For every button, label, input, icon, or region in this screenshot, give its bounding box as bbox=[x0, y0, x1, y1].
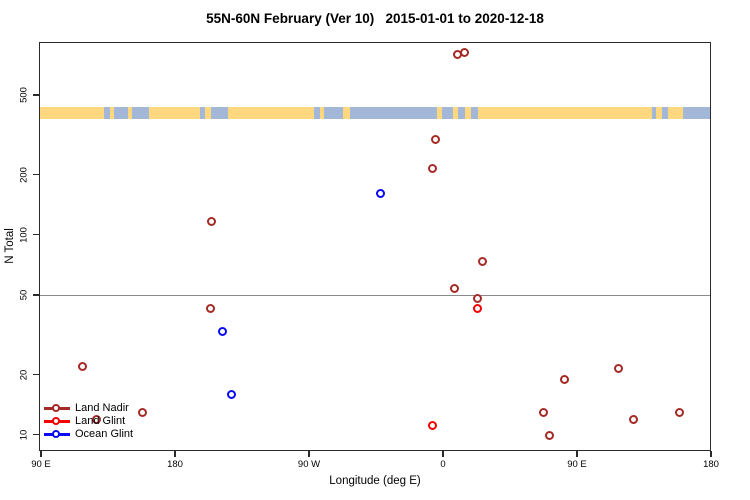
legend-marker-icon bbox=[52, 430, 60, 438]
x-axis-tick bbox=[710, 451, 712, 457]
map-strip-land-segment bbox=[437, 107, 442, 119]
y-axis-tick bbox=[33, 434, 39, 436]
data-point-land-nadir bbox=[478, 256, 488, 266]
data-point-land-nadir bbox=[544, 430, 554, 440]
map-strip-land-segment bbox=[464, 107, 471, 119]
legend-label: Ocean Glint bbox=[75, 428, 134, 440]
y-axis-tick-label: 100 bbox=[18, 226, 30, 243]
y-axis-tick bbox=[33, 234, 39, 236]
legend-item-land-glint: Land Glint bbox=[44, 415, 194, 428]
land-ocean-map-strip bbox=[40, 107, 710, 119]
data-point-land-glint bbox=[428, 420, 438, 430]
x-axis-tick bbox=[174, 451, 176, 457]
x-axis-tick-label: 180 bbox=[167, 459, 183, 470]
legend-label: Land Glint bbox=[75, 415, 126, 427]
data-point-land-nadir bbox=[205, 304, 215, 313]
data-point-land-nadir bbox=[91, 414, 101, 424]
data-point-ocean-glint bbox=[375, 188, 385, 198]
legend-item-land-nadir: Land Nadir bbox=[44, 402, 194, 415]
y-axis-tick bbox=[33, 94, 39, 96]
map-strip-land-segment bbox=[205, 107, 211, 119]
reference-line-50 bbox=[40, 295, 710, 296]
data-point-land-nadir bbox=[427, 164, 437, 174]
map-strip-land-segment bbox=[668, 107, 684, 119]
data-point-land-glint bbox=[473, 304, 483, 313]
data-point-land-nadir bbox=[138, 407, 148, 417]
legend-marker-icon bbox=[52, 404, 60, 412]
data-point-land-nadir bbox=[431, 135, 441, 145]
map-strip-land-segment bbox=[40, 107, 105, 119]
data-point-land-nadir bbox=[77, 362, 87, 372]
y-axis-label: N Total bbox=[4, 228, 16, 264]
legend-item-ocean-glint: Ocean Glint bbox=[44, 428, 194, 441]
x-axis-tick bbox=[576, 451, 578, 457]
legend: Land Nadir Land Glint Ocean Glint bbox=[44, 402, 194, 441]
x-axis-tick-label: 90 W bbox=[297, 459, 321, 470]
y-axis-tick bbox=[33, 294, 39, 296]
data-point-land-nadir bbox=[538, 407, 548, 417]
data-point-land-nadir bbox=[629, 414, 639, 424]
data-point-ocean-glint bbox=[226, 389, 236, 399]
legend-label: Land Nadir bbox=[75, 402, 129, 414]
plot-area bbox=[39, 42, 711, 451]
y-axis-tick-label: 20 bbox=[18, 369, 30, 380]
x-axis-tick-label: 0 bbox=[440, 459, 446, 470]
map-strip-land-segment bbox=[320, 107, 325, 119]
map-strip-land-segment bbox=[227, 107, 315, 119]
data-point-ocean-glint bbox=[217, 326, 227, 336]
x-axis-tick bbox=[40, 451, 42, 457]
x-axis-tick bbox=[308, 451, 310, 457]
x-axis-tick-label: 90 E bbox=[31, 459, 51, 470]
y-axis-tick-label: 200 bbox=[18, 166, 30, 183]
y-axis-tick-label: 10 bbox=[18, 429, 30, 441]
data-point-land-nadir bbox=[473, 294, 483, 304]
map-strip-land-segment bbox=[149, 107, 201, 119]
map-strip-land-segment bbox=[342, 107, 350, 119]
data-point-land-nadir bbox=[613, 364, 623, 374]
map-strip-land-segment bbox=[128, 107, 133, 119]
map-strip-land-segment bbox=[656, 107, 663, 119]
data-point-land-nadir bbox=[206, 217, 216, 227]
y-axis-tick-label: 500 bbox=[18, 87, 30, 103]
map-strip-land-segment bbox=[477, 107, 652, 119]
chart-title: 55N-60N February (Ver 10) 2015-01-01 to … bbox=[206, 11, 544, 26]
y-axis-tick bbox=[33, 173, 39, 176]
x-axis-tick-label: 90 E bbox=[567, 459, 587, 470]
data-point-land-nadir bbox=[559, 374, 569, 384]
y-axis-tick bbox=[33, 373, 39, 376]
map-strip-land-segment bbox=[109, 107, 114, 119]
data-point-land-nadir bbox=[450, 284, 460, 294]
x-axis-label: Longitude (deg E) bbox=[329, 475, 421, 487]
map-strip-land-segment bbox=[452, 107, 459, 119]
y-axis-tick-label: 50 bbox=[18, 289, 30, 301]
data-point-land-nadir bbox=[674, 407, 684, 417]
x-axis-tick-label: 180 bbox=[703, 459, 719, 470]
x-axis-tick bbox=[442, 451, 444, 457]
data-point-land-nadir bbox=[460, 48, 470, 58]
legend-marker-icon bbox=[52, 417, 60, 425]
